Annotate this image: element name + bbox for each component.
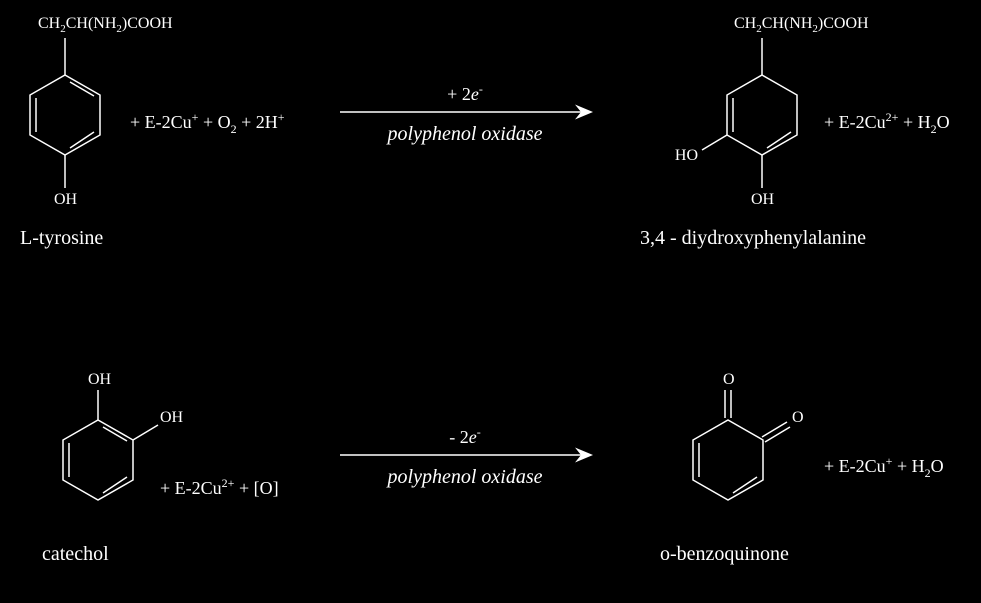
benzoquinone-label: o-benzoquinone bbox=[660, 543, 789, 565]
catechol-structure bbox=[63, 390, 158, 500]
dopa-ho-left: HO bbox=[675, 147, 698, 164]
dopa-oh-bottom: OH bbox=[751, 191, 775, 208]
reaction2-enzyme: polyphenol oxidase bbox=[386, 466, 543, 488]
dopa-structure bbox=[702, 38, 797, 188]
reaction1-reactant-terms: + E-2Cu+ + O2 + 2H+ bbox=[130, 110, 285, 136]
benzoquinone-structure bbox=[693, 390, 790, 500]
dopa-label: 3,4 - diydroxyphenylalanine bbox=[640, 227, 866, 249]
catechol-oh-right: OH bbox=[160, 409, 184, 426]
reaction1-enzyme: polyphenol oxidase bbox=[386, 123, 543, 145]
dopa-sidechain: CH2CH(NH2)COOH bbox=[734, 15, 869, 35]
reaction2-reactant-terms: + E-2Cu2+ + [O] bbox=[160, 476, 279, 498]
benzoquinone-o-right: O bbox=[792, 409, 804, 426]
l-tyrosine-sidechain: CH2CH(NH2)COOH bbox=[38, 15, 173, 35]
reaction2-arrow-top: - 2e- bbox=[449, 425, 481, 447]
catechol-label: catechol bbox=[42, 543, 109, 565]
l-tyrosine-structure bbox=[30, 38, 100, 188]
benzoquinone-o-top: O bbox=[723, 371, 735, 388]
reaction1-product-terms: + E-2Cu2+ + H2O bbox=[824, 110, 950, 136]
catechol-oh-top: OH bbox=[88, 371, 112, 388]
reaction1-arrow-top: + 2e- bbox=[447, 82, 483, 104]
l-tyrosine-label: L-tyrosine bbox=[20, 227, 103, 249]
l-tyrosine-oh: OH bbox=[54, 191, 78, 208]
reaction2-product-terms: + E-2Cu+ + H2O bbox=[824, 454, 944, 480]
